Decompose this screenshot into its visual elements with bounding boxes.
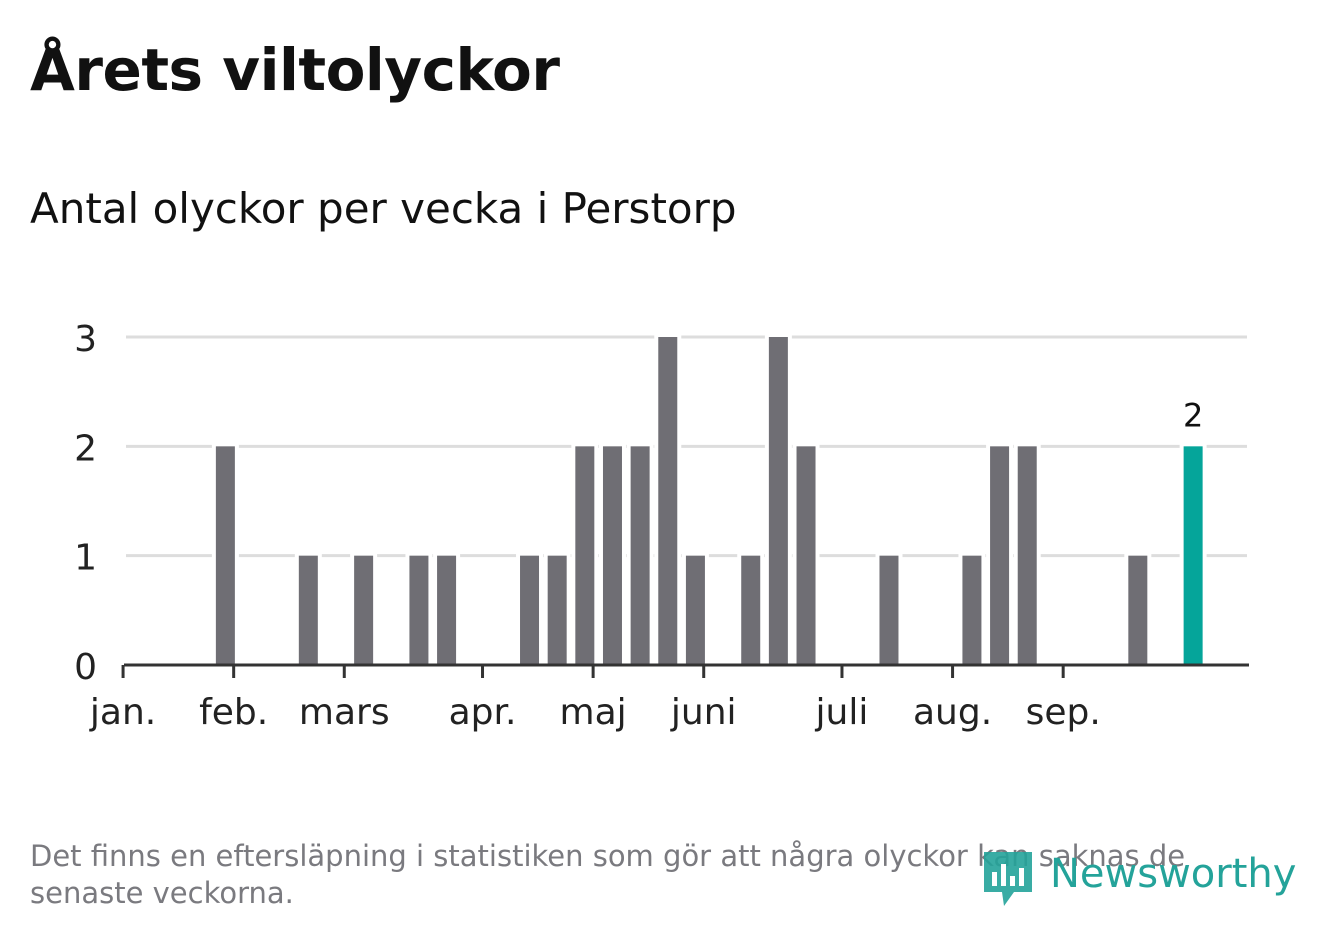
bar-highlight	[1183, 446, 1203, 665]
y-axis-labels: 0 1 2 3	[74, 319, 97, 688]
bar	[658, 337, 678, 665]
bar	[990, 446, 1010, 665]
bar	[520, 555, 540, 665]
bar	[768, 337, 788, 665]
x-tick-label: juli	[815, 692, 869, 733]
y-tick-label: 2	[74, 428, 97, 469]
y-tick-label: 0	[74, 647, 97, 688]
gridlines	[126, 335, 1247, 558]
x-tick-label: aug.	[913, 692, 992, 733]
newsworthy-logo-icon	[984, 852, 1032, 906]
bar	[575, 446, 595, 665]
bar	[298, 555, 318, 665]
x-tick-label: juni	[670, 692, 737, 733]
x-tick-label: apr.	[449, 692, 517, 733]
brand-name: Newsworthy	[1050, 851, 1297, 897]
bar	[1017, 446, 1037, 665]
bar	[741, 555, 761, 665]
brand-logo: Newsworthy	[980, 848, 1300, 910]
bar	[962, 555, 982, 665]
bars	[211, 335, 1207, 665]
bar	[685, 555, 705, 665]
x-tick-label: mars	[299, 692, 390, 733]
y-tick-label: 1	[74, 538, 97, 579]
bar	[354, 555, 374, 665]
x-tick-label: jan.	[89, 692, 156, 733]
bar	[879, 555, 899, 665]
bar	[409, 555, 429, 665]
x-axis: jan. feb. mars apr. maj juni juli aug. sep.	[89, 663, 1249, 733]
bar	[796, 446, 816, 665]
bar	[602, 446, 622, 665]
chart-title: Årets viltolyckor	[30, 36, 560, 104]
chart-subtitle: Antal olyckor per vecka i Perstorp	[30, 184, 737, 233]
bar	[1128, 555, 1148, 665]
bar	[215, 446, 235, 665]
x-tick-label: feb.	[199, 692, 268, 733]
y-tick-label: 3	[74, 319, 97, 360]
bar-chart: 0 1 2 3 jan. feb. mars apr. maj juni juli aug. sep.…	[74, 319, 1249, 733]
annotations: 2	[1183, 396, 1203, 434]
x-tick-label: sep.	[1026, 692, 1101, 733]
bar	[437, 555, 457, 665]
x-tick-label: maj	[560, 692, 627, 733]
bar	[630, 446, 650, 665]
bar	[547, 555, 567, 665]
data-label: 2	[1183, 396, 1203, 434]
